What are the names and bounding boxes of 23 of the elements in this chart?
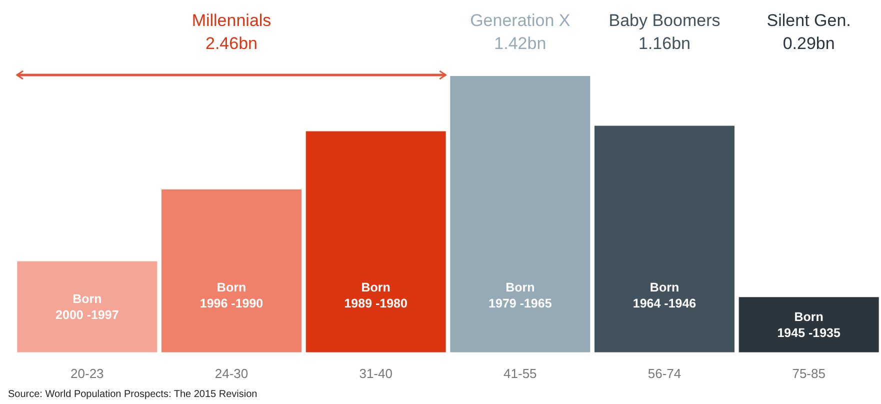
x-tick-label: 75-85 (792, 366, 826, 381)
bar (594, 126, 734, 352)
text: Baby Boomers 1.16bn (608, 11, 720, 53)
annotation: Born 1964 -1946 (632, 280, 696, 310)
source-note: Source: World Population Prospects: The 2015 Revision (8, 389, 258, 400)
x-tick-label: 56-74 (648, 366, 682, 381)
bar (450, 76, 590, 352)
annotation: Born 2000 -1997 (56, 292, 119, 322)
x-tick-label: 41-55 (504, 366, 537, 381)
text: Generation X 1.42bn (470, 11, 570, 53)
x-tick-label: 24-30 (214, 366, 248, 381)
bar (17, 261, 158, 352)
text: Silent Gen. 0.29bn (766, 11, 851, 53)
bar (738, 297, 879, 352)
bar (306, 131, 446, 352)
text: Millennials 2.46bn (192, 11, 272, 53)
x-tick-label: 31-40 (359, 366, 392, 381)
annotation: Born 1979 -1965 (488, 280, 552, 310)
annotation: Born 1989 -1980 (344, 280, 408, 310)
annotation: Born 1996 -1990 (200, 280, 264, 310)
annotation: Born 1945 -1935 (777, 310, 840, 340)
bar (162, 189, 302, 352)
x-tick-label: 20-23 (70, 366, 104, 381)
